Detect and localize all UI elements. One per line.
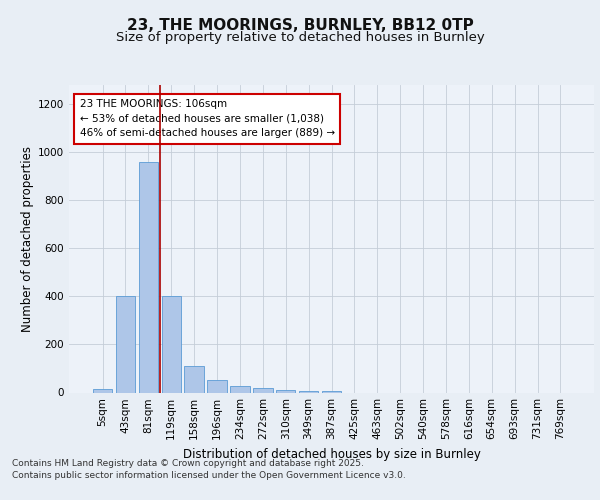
Text: Contains public sector information licensed under the Open Government Licence v3: Contains public sector information licen… [12, 471, 406, 480]
X-axis label: Distribution of detached houses by size in Burnley: Distribution of detached houses by size … [182, 448, 481, 461]
Bar [208, 380, 227, 392]
Bar [116, 296, 135, 392]
Bar [184, 366, 204, 392]
Text: 23, THE MOORINGS, BURNLEY, BB12 0TP: 23, THE MOORINGS, BURNLEY, BB12 0TP [127, 18, 473, 32]
Text: Contains HM Land Registry data © Crown copyright and database right 2025.: Contains HM Land Registry data © Crown c… [12, 458, 364, 468]
Bar [161, 296, 181, 392]
Bar [230, 386, 250, 392]
Y-axis label: Number of detached properties: Number of detached properties [21, 146, 34, 332]
Bar [276, 390, 295, 392]
Bar [139, 162, 158, 392]
Text: 23 THE MOORINGS: 106sqm
← 53% of detached houses are smaller (1,038)
46% of semi: 23 THE MOORINGS: 106sqm ← 53% of detache… [79, 99, 335, 138]
Bar [93, 389, 112, 392]
Bar [253, 388, 272, 392]
Text: Size of property relative to detached houses in Burnley: Size of property relative to detached ho… [116, 31, 484, 44]
